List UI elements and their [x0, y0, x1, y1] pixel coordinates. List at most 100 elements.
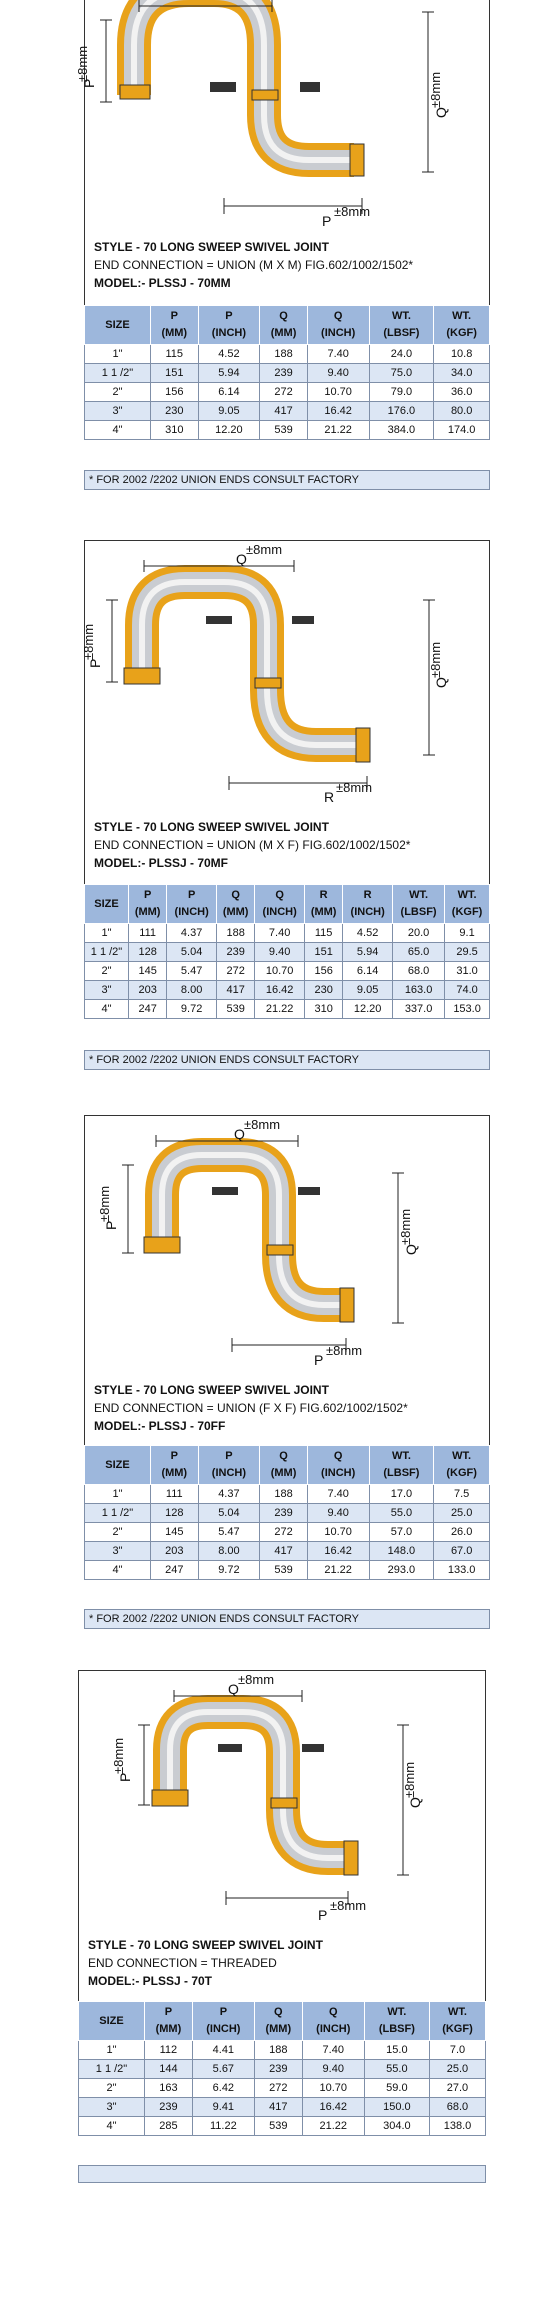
- cell: 293.0: [368, 1560, 435, 1580]
- cell: 2": [84, 1522, 151, 1542]
- cell: 4.52: [342, 923, 393, 943]
- style-title: STYLE - 70 LONG SWEEP SWIVEL JOINT: [94, 240, 329, 254]
- col-header: SIZE: [78, 2001, 145, 2041]
- cell: 7.5: [433, 1484, 490, 1504]
- cell: 2": [84, 382, 151, 402]
- table-row: 1 1 /2" 151 5.94 239 9.40 75.0 34.0: [84, 363, 490, 383]
- spec-header-row: SIZE P (MM) P (INCH) Q (MM) Q (INCH) WT. (LBS…: [84, 1445, 490, 1485]
- cell: 144: [144, 2059, 193, 2079]
- cell: 1 1 /2": [84, 942, 129, 962]
- cell: 34.0: [433, 363, 490, 383]
- cell: 111: [127, 923, 168, 943]
- table-row: 1" 112 4.41 188 7.40 15.0 7.0: [78, 2040, 487, 2060]
- col-header: SIZE: [84, 884, 129, 924]
- cell: 310: [150, 420, 199, 440]
- dim-label-p-left: P: [87, 659, 103, 668]
- cell: 10.70: [301, 2078, 365, 2098]
- cell: 272: [253, 2078, 303, 2098]
- cell: 4": [84, 1560, 151, 1580]
- cell: 7.0: [428, 2040, 487, 2060]
- cell: 57.0: [368, 1522, 435, 1542]
- cell: 4.37: [166, 923, 217, 943]
- col-header: Q (MM): [215, 884, 256, 924]
- cell: 156: [303, 961, 344, 981]
- cell: 111: [150, 1484, 199, 1504]
- cell: 8.00: [166, 980, 217, 1000]
- spec-table: SIZE P (MM) P (INCH) Q (MM) Q (INCH) WT. (LBS…: [78, 2001, 487, 2136]
- col-header: Q (MM): [259, 305, 308, 345]
- col-header: Q (INCH): [301, 2001, 365, 2041]
- swivel-joint-diagram: Q ±8mm P ±8mm Q ±8mm P ±8mm: [111, 1672, 423, 1923]
- dim-tol-top: ±8mm: [244, 1117, 280, 1132]
- footnote: * FOR 2002 /2202 UNION ENDS CONSULT FACT…: [84, 470, 490, 490]
- cell: 27.0: [428, 2078, 487, 2098]
- dim-label-r-bottom: R: [324, 789, 334, 805]
- cell: 128: [127, 942, 168, 962]
- cell: 163.0: [391, 980, 446, 1000]
- cell: 148.0: [368, 1541, 435, 1561]
- cell: 5.94: [197, 363, 261, 383]
- col-header: P (INCH): [191, 2001, 255, 2041]
- col-header: R (INCH): [342, 884, 393, 924]
- cell: 6.14: [342, 961, 393, 981]
- cell: 272: [215, 961, 256, 981]
- cell: 5.47: [197, 1522, 261, 1542]
- cell: 539: [253, 2116, 303, 2136]
- cell: 5.47: [166, 961, 217, 981]
- cell: 417: [259, 401, 308, 421]
- col-header: SIZE: [84, 1445, 151, 1485]
- cell: 74.0: [444, 980, 490, 1000]
- cell: 68.0: [428, 2097, 487, 2117]
- cell: 5.67: [191, 2059, 255, 2079]
- dim-tol-right: ±8mm: [398, 1209, 413, 1245]
- cell: 188: [253, 2040, 303, 2060]
- dim-label-p-bottom: P: [318, 1907, 327, 1923]
- end-connection: END CONNECTION = UNION (M X F) FIG.602/1…: [94, 838, 411, 852]
- cell: 247: [150, 1560, 199, 1580]
- cell: 24.0: [368, 344, 435, 364]
- footnote: * FOR 2002 /2202 UNION ENDS CONSULT FACT…: [84, 1609, 490, 1629]
- cell: 65.0: [391, 942, 446, 962]
- dim-tol-right: ±8mm: [402, 1762, 417, 1798]
- cell: 10.8: [433, 344, 490, 364]
- style-title: STYLE - 70 LONG SWEEP SWIVEL JOINT: [94, 820, 329, 834]
- cell: 5.04: [197, 1503, 261, 1523]
- cell: 9.41: [191, 2097, 255, 2117]
- cell: 21.22: [254, 999, 305, 1019]
- cell: 239: [259, 363, 308, 383]
- cell: 156: [150, 382, 199, 402]
- cell: 26.0: [433, 1522, 490, 1542]
- table-row: 4" 247 9.72 539 21.22 310 12.20 337.0 153.0: [84, 999, 490, 1019]
- model-number: MODEL:- PLSSJ - 70MF: [94, 856, 229, 870]
- spec-header-row: SIZE P (MM) P (INCH) Q (MM) Q (INCH) R (MM) R…: [84, 884, 490, 924]
- cell: 2": [78, 2078, 145, 2098]
- cell: 21.22: [306, 1560, 370, 1580]
- cell: 10.70: [306, 1522, 370, 1542]
- cell: 12.20: [197, 420, 261, 440]
- product-panel-70mf: Q ±8mm P ±8mm Q ±8mm R ±8mm STYLE - 70 L…: [81, 540, 490, 1070]
- table-row: 1" 115 4.52 188 7.40 24.0 10.8: [84, 344, 490, 364]
- cell: 310: [303, 999, 344, 1019]
- cell: 10.70: [254, 961, 305, 981]
- cell: 151: [150, 363, 199, 383]
- cell: 3": [84, 980, 129, 1000]
- table-row: 3" 239 9.41 417 16.42 150.0 68.0: [78, 2097, 487, 2117]
- cell: 239: [144, 2097, 193, 2117]
- cell: 5.94: [342, 942, 393, 962]
- dim-tol-bottom: ±8mm: [334, 204, 370, 219]
- cell: 9.40: [254, 942, 305, 962]
- cell: 16.42: [254, 980, 305, 1000]
- col-header: WT. (KGF): [433, 305, 490, 345]
- cell: 145: [127, 961, 168, 981]
- spec-table: SIZE P (MM) P (INCH) Q (MM) Q (INCH) R (MM) R…: [84, 884, 490, 1019]
- table-row: 4" 310 12.20 539 21.22 384.0 174.0: [84, 420, 490, 440]
- dim-label-q-top: Q: [236, 551, 247, 567]
- cell: 4.41: [191, 2040, 255, 2060]
- cell: 21.22: [306, 420, 370, 440]
- cell: 7.40: [306, 1484, 370, 1504]
- cell: 55.0: [368, 1503, 435, 1523]
- cell: 239: [259, 1503, 308, 1523]
- cell: 16.42: [306, 1541, 370, 1561]
- dim-tol-bottom: ±8mm: [330, 1898, 366, 1913]
- cell: 67.0: [433, 1541, 490, 1561]
